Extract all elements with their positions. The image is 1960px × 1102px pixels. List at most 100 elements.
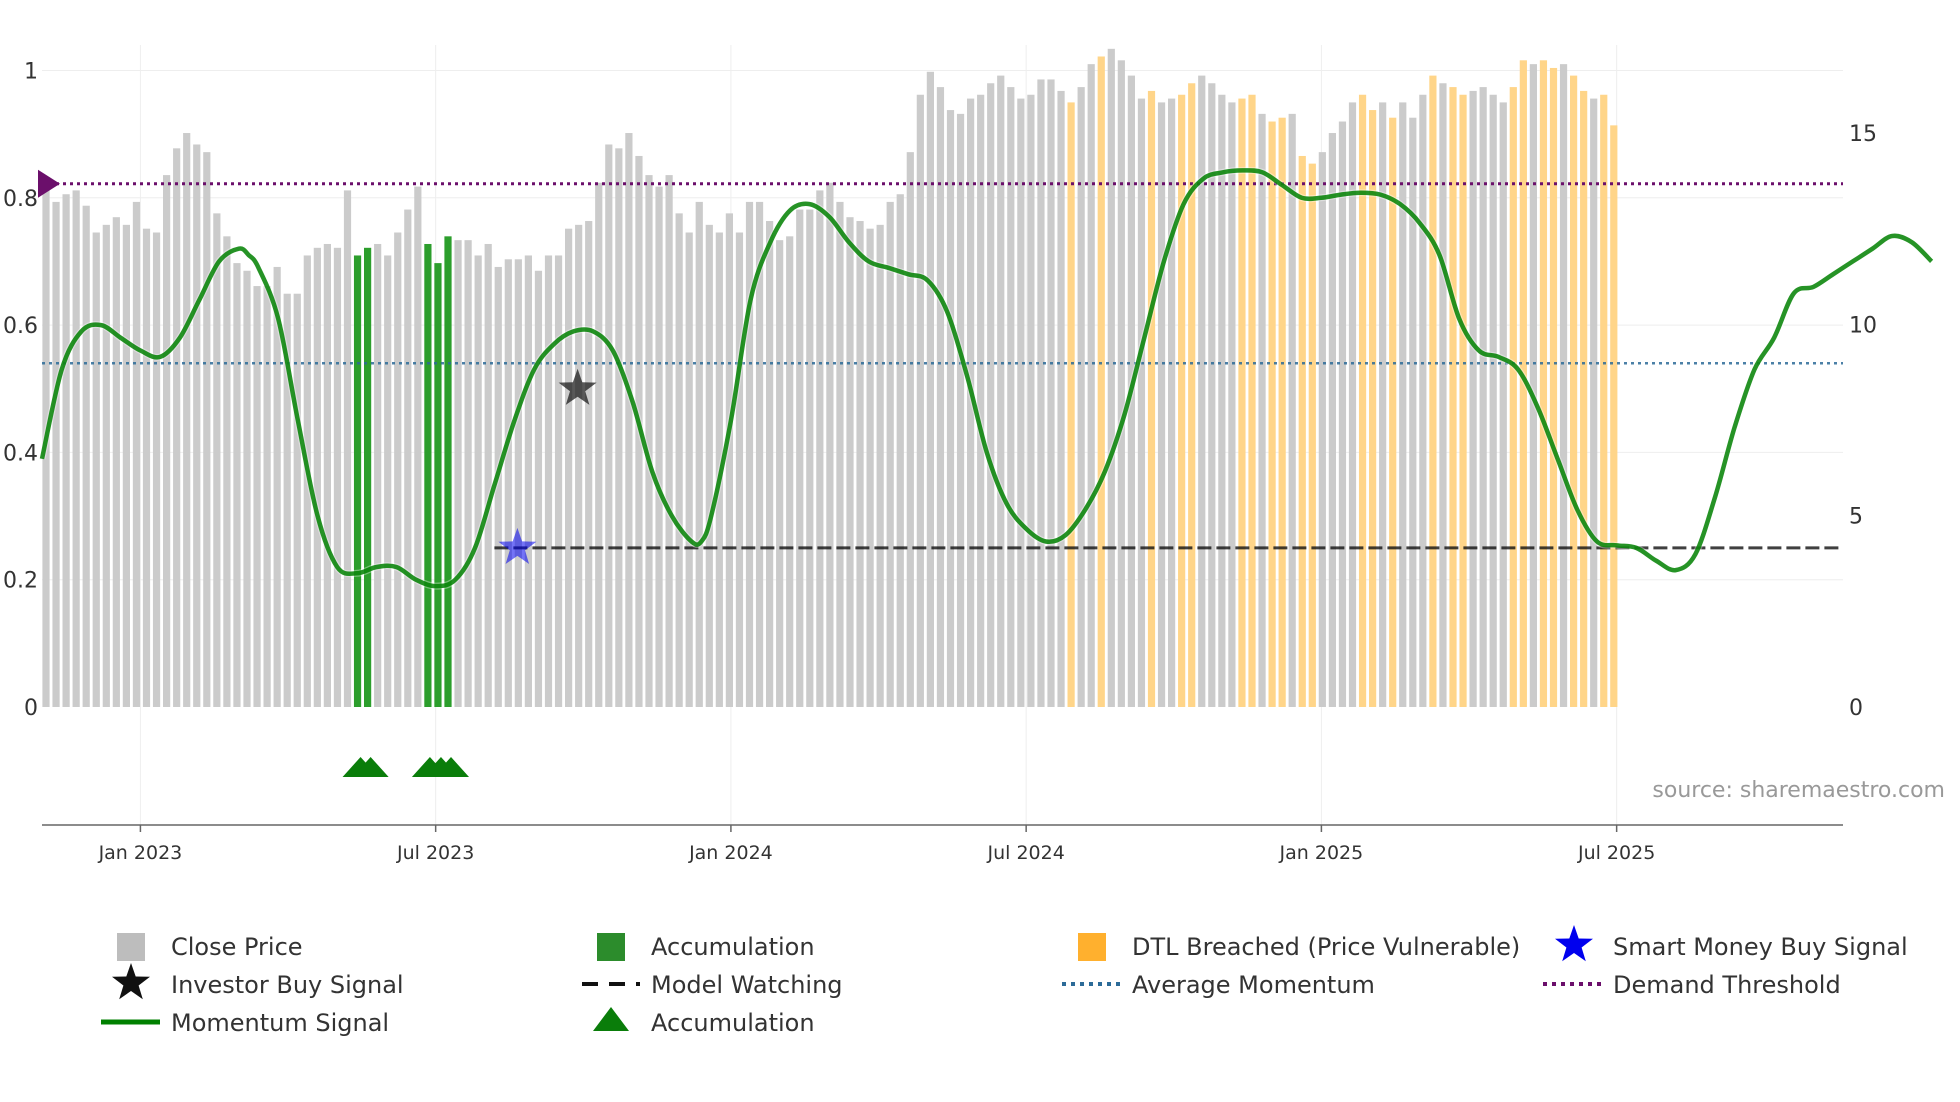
close-price-bar	[997, 75, 1005, 707]
legend-investor-star	[112, 963, 150, 1000]
close-price-bar	[173, 148, 181, 707]
close-price-bar	[414, 186, 422, 708]
close-price-bar	[1007, 87, 1015, 708]
accumulation-bar	[424, 243, 432, 707]
accumulation-triangle-marker	[433, 757, 470, 777]
close-price-bar	[786, 236, 794, 708]
close-price-bar	[92, 232, 100, 708]
investor-buy-signal-star	[558, 368, 597, 405]
reference-lines	[38, 169, 1843, 550]
close-price-bar	[977, 94, 985, 707]
close-price-bar	[755, 201, 764, 707]
close-price-bar	[856, 221, 864, 707]
left-tick-label: 0.6	[3, 314, 38, 339]
right-tick-label: 0	[1849, 696, 1863, 721]
accumulation-bar	[444, 236, 452, 708]
dtl-bar	[1097, 56, 1105, 708]
dtl-bar	[1580, 90, 1588, 708]
close-price-bar	[554, 255, 563, 707]
x-tick-label: Jul 2024	[986, 842, 1064, 864]
legend-accum-marker-label: Accumulation	[651, 1009, 815, 1037]
close-price-bar	[645, 175, 653, 707]
x-tick-label: Jan 2023	[98, 842, 183, 864]
close-price-bar	[1137, 98, 1146, 707]
close-price-bar	[313, 247, 321, 707]
close-price-bar	[1157, 102, 1166, 707]
dtl-bar	[1519, 60, 1527, 708]
legend-close-swatch	[117, 933, 145, 961]
dtl-bar	[1067, 102, 1075, 707]
close-price-bar	[866, 228, 874, 707]
legend-smart-star	[1555, 925, 1593, 962]
close-price-bar	[806, 209, 814, 708]
close-price-bar	[625, 133, 633, 707]
close-price-bar	[534, 270, 543, 707]
close-price-bar	[504, 259, 512, 707]
close-price-bar	[1037, 79, 1045, 707]
close-price-bar	[1017, 98, 1025, 707]
accumulation-triangle-marker	[352, 757, 389, 777]
close-price-bar	[494, 266, 502, 707]
close-price-bar	[514, 259, 522, 707]
close-price-bar	[876, 224, 884, 707]
close-price-bar	[906, 152, 914, 707]
close-price-bar	[333, 247, 342, 707]
right-tick-label: 10	[1849, 313, 1877, 338]
x-tick-label: Jan 2025	[1279, 842, 1364, 864]
close-price-bar	[595, 182, 603, 708]
close-price-bar	[826, 182, 834, 708]
accumulation-bar	[434, 263, 442, 707]
close-price-bar	[1379, 102, 1387, 707]
close-price-bar	[685, 232, 693, 708]
close-price-bar	[967, 98, 975, 707]
close-price-bar	[1499, 102, 1507, 707]
legend-momentum-label: Momentum Signal	[171, 1009, 389, 1037]
close-price-bar	[605, 144, 613, 707]
legend-avg-label: Average Momentum	[1132, 971, 1375, 999]
close-price-bar	[394, 232, 402, 708]
close-price-bar	[203, 152, 211, 707]
markers-layer	[342, 368, 597, 777]
close-price-bar	[283, 293, 291, 707]
close-price-bar	[52, 201, 60, 707]
dtl-bar	[1178, 94, 1186, 707]
legend-accum-swatch	[597, 933, 625, 961]
close-price-bar	[665, 175, 673, 707]
close-price-bar	[916, 94, 924, 707]
close-price-bar	[1419, 94, 1427, 707]
close-price-bar	[846, 217, 854, 707]
close-price-bar	[1439, 83, 1447, 708]
x-tick-label: Jul 2023	[396, 842, 474, 864]
close-price-bar	[1409, 117, 1417, 707]
close-price-bar	[1027, 94, 1035, 707]
close-price-bar	[1489, 94, 1497, 707]
close-price-bar	[1318, 152, 1326, 707]
dtl-bar	[1429, 75, 1437, 707]
close-price-bar	[675, 213, 683, 708]
x-tick-label: Jan 2024	[688, 842, 773, 864]
dtl-bar	[1278, 117, 1286, 707]
close-price-bar	[122, 224, 130, 707]
close-price-bar	[1107, 48, 1115, 707]
close-price-bar	[565, 228, 573, 707]
dtl-bar	[1459, 94, 1467, 707]
source-label: source: sharemaestro.com	[1652, 778, 1945, 803]
dtl-bar	[1358, 94, 1367, 707]
close-price-bar	[956, 113, 965, 708]
close-price-bar	[836, 201, 844, 707]
legend-threshold-label: Demand Threshold	[1613, 971, 1841, 999]
threshold-marker	[38, 169, 60, 198]
close-price-bar	[102, 224, 110, 707]
close-price-bar	[233, 263, 241, 707]
close-price-bar	[1288, 113, 1296, 708]
close-price-bar	[484, 243, 492, 707]
close-price-bar	[1117, 60, 1125, 708]
close-price-bar	[1348, 102, 1357, 707]
close-price-bar	[1077, 87, 1085, 708]
close-price-bar	[946, 110, 955, 708]
legend-close-label: Close Price	[171, 933, 303, 961]
close-price-bar	[112, 217, 120, 707]
close-price-bar	[745, 201, 754, 707]
close-price-bar	[725, 213, 733, 708]
